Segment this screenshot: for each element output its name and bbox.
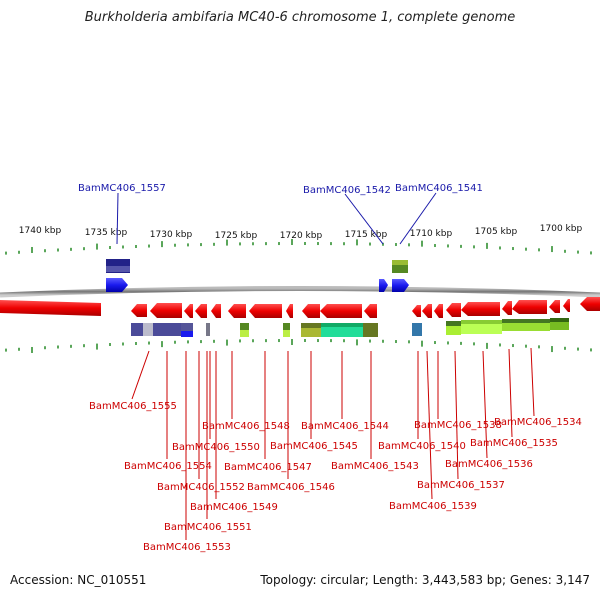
gene-label-1534[interactable]: BamMC406_1534 [494, 417, 582, 428]
gene-label-1535[interactable]: BamMC406_1535 [470, 438, 558, 449]
gene-arrow[interactable] [286, 304, 293, 318]
topology-text: Topology: circular; Length: 3,443,583 bp… [260, 573, 590, 587]
scale-label: 1730 kbp [150, 230, 193, 240]
gene-arrow[interactable] [549, 300, 560, 313]
genome-title: Burkholderia ambifaria MC40-6 chromosome… [84, 10, 516, 25]
gene-arrow[interactable] [228, 304, 246, 318]
scale-label: 1720 kbp [280, 231, 323, 241]
gene-feature-box [301, 323, 321, 328]
gene-arrow[interactable] [249, 304, 282, 318]
scale-label: 1740 kbp [19, 226, 62, 236]
bottom-gene-labels: BamMC406_1555 BamMC406_1554 BamMC406_155… [89, 347, 582, 553]
gene-label-1543[interactable]: BamMC406_1543 [331, 461, 419, 472]
label-leader [530, 347, 535, 417]
gene-arrow[interactable] [379, 279, 388, 292]
gene-feature-box [550, 318, 569, 322]
gene-arrow[interactable] [184, 304, 193, 318]
gene-arrow[interactable] [446, 303, 461, 317]
gene-label-1540[interactable]: BamMC406_1540 [378, 441, 466, 452]
gene-label-1557[interactable]: BamMC406_1557 [78, 183, 166, 194]
gene-arrow[interactable] [211, 304, 221, 318]
scale-labels: 1740 kbp 1735 kbp 1730 kbp 1725 kbp 1720… [19, 224, 583, 241]
top-gene-labels: BamMC406_1557 BamMC406_1542 BamMC406_154… [78, 183, 483, 245]
gene-feature-box [321, 323, 363, 327]
scale-label: 1725 kbp [215, 231, 258, 241]
label-leader [399, 192, 437, 245]
gene-feature-box [283, 330, 290, 337]
scale-label: 1735 kbp [85, 228, 128, 238]
label-leader [482, 350, 488, 459]
gene-feature-box [446, 321, 461, 326]
gene-label-1555[interactable]: BamMC406_1555 [89, 401, 177, 412]
gene-arrow[interactable] [302, 304, 320, 318]
chromosome-backbone [0, 286, 600, 298]
accession-text: Accession: NC_010551 [10, 573, 147, 587]
scale-ticks [5, 239, 592, 255]
gene-feature-box [181, 331, 193, 337]
gene-label-1554[interactable]: BamMC406_1554 [124, 461, 212, 472]
gene-label-1549[interactable]: BamMC406_1549 [190, 502, 278, 513]
gene-feature-box [363, 323, 378, 337]
gene-arrow[interactable] [364, 304, 377, 318]
gene-arrow[interactable] [563, 299, 570, 312]
label-leader [131, 350, 150, 400]
gene-feature-box [461, 320, 502, 324]
reverse-strand-genes [0, 297, 600, 337]
gene-label-1552[interactable]: BamMC406_1552 [157, 482, 245, 493]
gene-label-1541[interactable]: BamMC406_1541 [395, 183, 483, 194]
gene-label-1547[interactable]: BamMC406_1547 [224, 462, 312, 473]
gene-feature-box [392, 260, 408, 265]
gene-arrow[interactable] [320, 304, 362, 318]
bottom-ticks [5, 339, 592, 353]
gene-arrow[interactable] [512, 300, 547, 314]
gene-arrow[interactable] [392, 279, 409, 292]
gene-arrow[interactable] [461, 302, 500, 316]
gene-feature-box [153, 323, 181, 336]
gene-arrow[interactable] [422, 304, 432, 318]
gene-arrow[interactable] [434, 304, 443, 318]
scale-label: 1705 kbp [475, 227, 518, 237]
gene-arrow[interactable] [131, 304, 147, 317]
gene-label-1546[interactable]: BamMC406_1546 [247, 482, 335, 493]
gene-label-1537[interactable]: BamMC406_1537 [417, 480, 505, 491]
gene-arrow[interactable] [502, 301, 512, 315]
gene-arrow[interactable] [106, 278, 128, 292]
gene-label-1538[interactable]: BamMC406_1538 [414, 420, 502, 431]
gene-feature-box [412, 323, 422, 336]
scale-label: 1710 kbp [410, 229, 453, 239]
gene-feature-box [131, 323, 143, 336]
scale-label: 1700 kbp [540, 224, 583, 234]
label-leader [426, 350, 433, 500]
gene-arrow[interactable] [0, 300, 101, 316]
label-leader [116, 192, 119, 245]
gene-label-1553[interactable]: BamMC406_1553 [143, 542, 231, 553]
gene-feature-box [106, 266, 130, 272]
label-leader [508, 348, 513, 438]
gene-feature-box [240, 330, 249, 337]
gene-label-1548[interactable]: BamMC406_1548 [202, 421, 290, 432]
gene-feature-box [143, 323, 153, 336]
gene-arrow[interactable] [580, 297, 600, 311]
gene-feature-box [240, 323, 249, 330]
forward-strand-genes [106, 259, 409, 292]
gene-feature-box [206, 323, 210, 336]
gene-feature-box [502, 319, 550, 323]
gene-label-1539[interactable]: BamMC406_1539 [389, 501, 477, 512]
gene-feature-box [283, 323, 290, 330]
label-leader [344, 193, 384, 245]
gene-arrow[interactable] [412, 305, 421, 317]
scale-label: 1715 kbp [345, 230, 388, 240]
gene-label-1551[interactable]: BamMC406_1551 [164, 522, 252, 533]
gene-label-1544[interactable]: BamMC406_1544 [301, 421, 389, 432]
gene-arrow[interactable] [150, 303, 182, 318]
label-leader [454, 350, 459, 480]
gene-label-1545[interactable]: BamMC406_1545 [270, 441, 358, 452]
gene-label-1542[interactable]: BamMC406_1542 [303, 185, 391, 196]
gene-arrow[interactable] [195, 304, 207, 318]
gene-label-1536[interactable]: BamMC406_1536 [445, 459, 533, 470]
